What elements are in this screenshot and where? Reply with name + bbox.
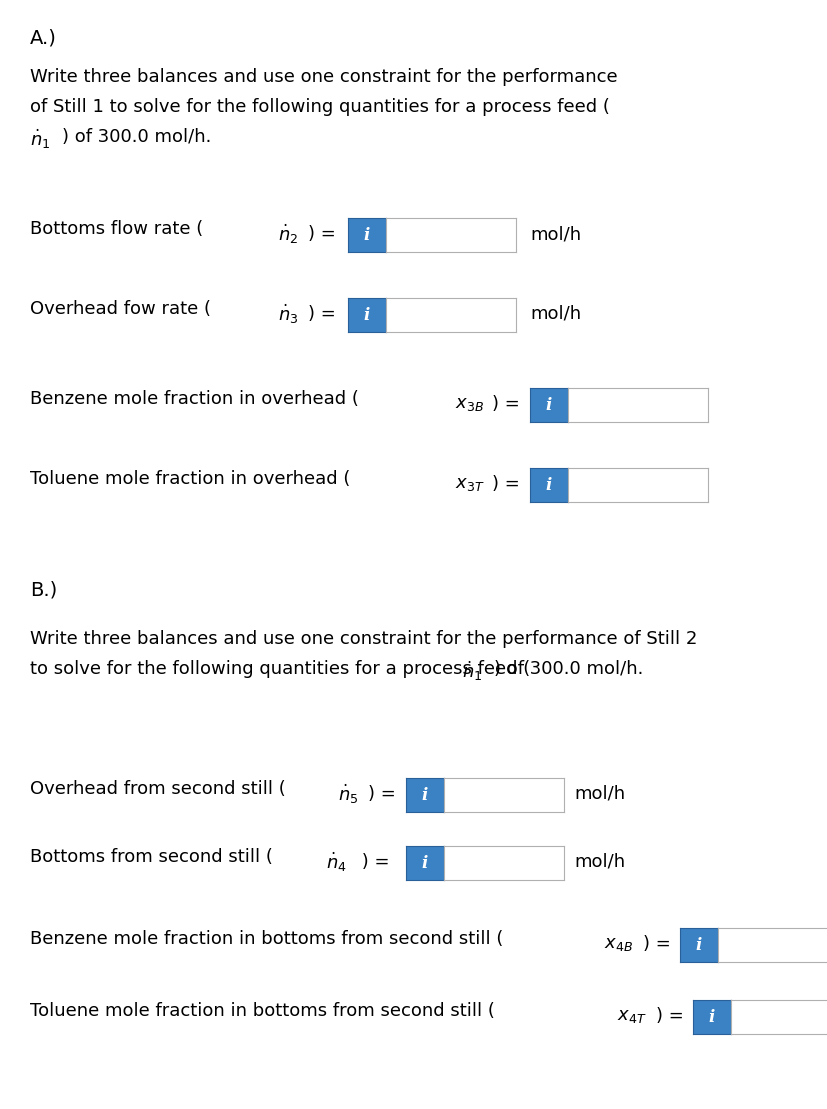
Text: A.): A.) — [30, 28, 57, 47]
Text: Bottoms flow rate (: Bottoms flow rate ( — [30, 220, 203, 238]
Text: $\dot{n}_3$: $\dot{n}_3$ — [278, 303, 299, 326]
Text: $x_{4T}$: $x_{4T}$ — [617, 1007, 647, 1025]
Text: $x_{4B}$: $x_{4B}$ — [604, 935, 633, 953]
Text: B.): B.) — [30, 580, 57, 599]
Text: ) =: ) = — [492, 475, 519, 494]
Text: Write three balances and use one constraint for the performance: Write three balances and use one constra… — [30, 68, 618, 87]
Text: ) =: ) = — [356, 853, 390, 871]
Text: Toluene mole fraction in bottoms from second still (: Toluene mole fraction in bottoms from se… — [30, 1003, 495, 1020]
Text: i: i — [422, 855, 428, 872]
Text: $\dot{n}_4$: $\dot{n}_4$ — [326, 851, 347, 874]
Text: Benzene mole fraction in overhead (: Benzene mole fraction in overhead ( — [30, 390, 359, 408]
Text: Overhead from second still (: Overhead from second still ( — [30, 780, 286, 798]
Text: i: i — [696, 936, 702, 954]
Text: ) of 300.0 mol/h.: ) of 300.0 mol/h. — [494, 660, 643, 678]
Text: Bottoms from second still (: Bottoms from second still ( — [30, 848, 273, 866]
Text: Benzene mole fraction in bottoms from second still (: Benzene mole fraction in bottoms from se… — [30, 930, 504, 948]
Text: mol/h: mol/h — [574, 785, 625, 803]
Text: i: i — [709, 1008, 715, 1026]
Text: $\dot{n}_5$: $\dot{n}_5$ — [338, 782, 359, 805]
Text: ) =: ) = — [656, 1007, 684, 1025]
Text: ) =: ) = — [308, 225, 336, 243]
Text: to solve for the following quantities for a process feed (: to solve for the following quantities fo… — [30, 660, 530, 678]
Text: Toluene mole fraction in overhead (: Toluene mole fraction in overhead ( — [30, 470, 351, 488]
Text: $\dot{n}_1$: $\dot{n}_1$ — [30, 128, 50, 151]
Text: i: i — [546, 477, 552, 494]
Text: ) =: ) = — [368, 785, 396, 803]
Text: Overhead fow rate (: Overhead fow rate ( — [30, 301, 211, 318]
Text: mol/h: mol/h — [530, 305, 581, 323]
Text: of Still 1 to solve for the following quantities for a process feed (: of Still 1 to solve for the following qu… — [30, 98, 609, 116]
Text: mol/h: mol/h — [530, 225, 581, 243]
Text: ) of 300.0 mol/h.: ) of 300.0 mol/h. — [62, 128, 212, 146]
Text: ) =: ) = — [492, 395, 519, 413]
Text: i: i — [422, 786, 428, 804]
Text: i: i — [364, 306, 370, 324]
Text: ) =: ) = — [308, 305, 336, 323]
Text: i: i — [364, 226, 370, 244]
Text: $x_{3B}$: $x_{3B}$ — [455, 395, 484, 413]
Text: ) =: ) = — [643, 935, 671, 953]
Text: $\dot{n}_1$: $\dot{n}_1$ — [462, 660, 482, 683]
Text: i: i — [546, 397, 552, 414]
Text: $\dot{n}_2$: $\dot{n}_2$ — [278, 223, 299, 246]
Text: mol/h: mol/h — [574, 853, 625, 871]
Text: $x_{3T}$: $x_{3T}$ — [455, 475, 485, 494]
Text: Write three balances and use one constraint for the performance of Still 2: Write three balances and use one constra… — [30, 630, 697, 648]
